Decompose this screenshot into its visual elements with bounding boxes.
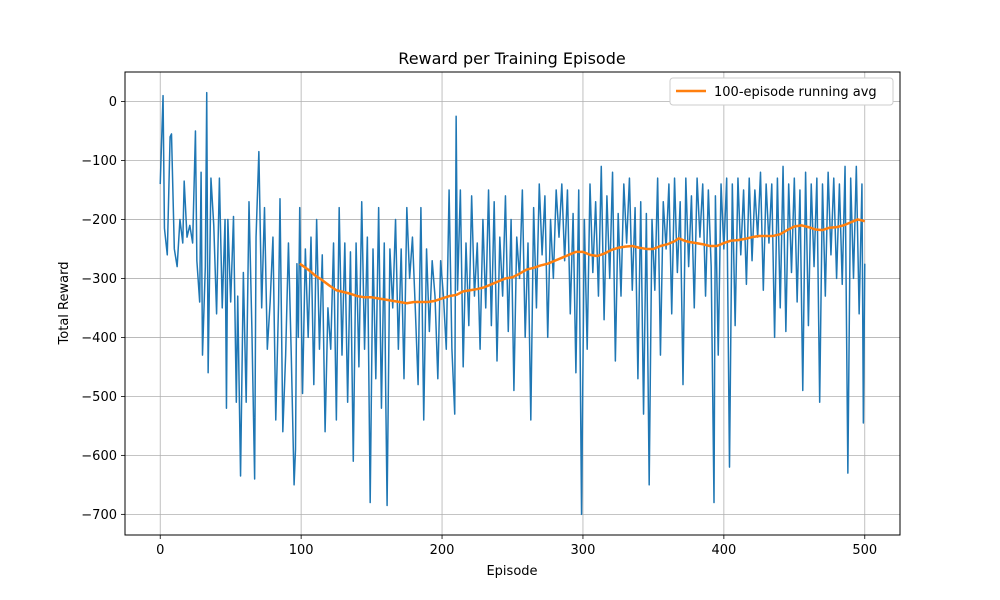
legend-label-running-avg: 100-episode running avg <box>714 85 877 100</box>
legend: 100-episode running avg <box>669 77 894 106</box>
x-axis-ticks: 0 100 200 300 400 500 <box>156 535 877 558</box>
y-tick-label: −700 <box>81 508 117 523</box>
plot-frame <box>124 71 901 536</box>
series-layer <box>159 91 866 516</box>
chart-title: Reward per Training Episode <box>398 49 625 68</box>
x-tick-label: 100 <box>289 543 314 558</box>
x-tick-label: 500 <box>852 543 877 558</box>
y-tick-label: 0 <box>109 95 117 110</box>
x-tick-label: 0 <box>156 543 164 558</box>
x-tick-label: 400 <box>711 543 736 558</box>
y-axis-ticks: 0 −100 −200 −300 −400 −500 −600 −700 <box>81 95 125 523</box>
y-axis-label: Total Reward <box>57 262 72 346</box>
y-tick-label: −100 <box>81 154 117 169</box>
x-tick-label: 200 <box>430 543 455 558</box>
series-line-running-avg <box>299 218 866 305</box>
y-tick-label: −400 <box>81 331 117 346</box>
y-tick-label: −300 <box>81 272 117 287</box>
y-tick-label: −500 <box>81 390 117 405</box>
y-tick-label: −200 <box>81 213 117 228</box>
series-line-episode-reward <box>159 91 866 516</box>
x-tick-label: 300 <box>571 543 596 558</box>
x-axis-label: Episode <box>486 564 537 579</box>
y-tick-label: −600 <box>81 449 117 464</box>
legend-box <box>669 77 894 106</box>
